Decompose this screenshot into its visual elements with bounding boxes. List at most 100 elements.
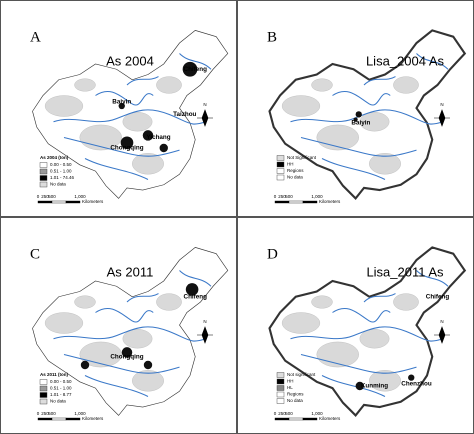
river [290, 109, 443, 125]
legend-title: As 2011 (ton) [40, 372, 69, 377]
city-label: Chongqing [110, 145, 143, 152]
legend-swatch [39, 162, 48, 168]
region-patch [44, 95, 84, 117]
hotspot [159, 143, 168, 153]
scale-bar [288, 200, 304, 204]
hotspot [118, 102, 125, 110]
north-arrow [197, 326, 213, 344]
scale-label: 0 [37, 194, 40, 199]
legend-label: 1.01 - 8.77 [50, 392, 72, 397]
hotspot [80, 360, 90, 370]
legend-swatch [39, 379, 48, 385]
legend-label: Not Significant [287, 155, 317, 160]
scale-bar [302, 200, 318, 204]
legend-swatch [276, 174, 285, 181]
panel-letter: B [267, 29, 277, 45]
panel-letter: A [30, 29, 41, 45]
panel: Chifeng Kunming Chenzhou D Lisa_2011 As Not s… [237, 217, 474, 434]
scale-label: 0 [37, 411, 40, 416]
north-label: N [440, 319, 443, 324]
river [84, 158, 149, 180]
river [416, 53, 449, 70]
panel-letter: D [267, 246, 278, 262]
panel: Baiyin B Lisa_2004 As Not Significant HHRegi… [237, 0, 474, 217]
hotspot [121, 347, 133, 358]
legend-label: No data [50, 182, 66, 187]
river [321, 375, 386, 397]
scale-label: 250 [41, 194, 49, 199]
scale-label: 250 [278, 411, 286, 416]
scale-label: 1,000 [311, 194, 323, 199]
legend-label: HH [287, 162, 294, 167]
panel: Chifeng Chongqing C As 2011 As 2011 (ton) 0.0… [0, 217, 237, 434]
scale-bar [51, 417, 67, 421]
river [363, 293, 396, 303]
region-patch [74, 78, 96, 92]
river [332, 307, 391, 323]
scale-bar [37, 200, 53, 204]
legend-label: HH [287, 379, 294, 384]
river [53, 326, 206, 342]
region-patch [281, 95, 321, 117]
legend-swatch [276, 168, 285, 174]
panel-title: Lisa_2011 As [366, 264, 444, 279]
city-label: Taizhou [173, 111, 196, 118]
hotspot [185, 283, 199, 296]
legend-label: No data [287, 398, 303, 403]
city-label: Chongqing [110, 353, 143, 360]
scale-unit: Kilometers [82, 416, 104, 421]
north-label: N [203, 102, 206, 107]
scale-bar [37, 417, 53, 421]
region-patch [156, 293, 182, 311]
legend-swatch [276, 161, 285, 168]
legend-label: 0.00 - 0.50 [50, 379, 72, 384]
scale-unit: Kilometers [319, 199, 341, 204]
legend-label: 1.01 - 74.46 [50, 175, 75, 180]
river [63, 136, 180, 157]
map: Chifeng Chongqing [32, 247, 229, 416]
north-label: N [203, 319, 206, 324]
north-arrow [434, 109, 450, 127]
scale-bar [65, 200, 81, 204]
city-label: Kunming [361, 383, 388, 390]
scale-bar [51, 200, 67, 204]
region-patch [132, 153, 164, 175]
region-patch [359, 112, 390, 132]
legend-swatch [39, 181, 48, 188]
panel-title: Lisa_2004 As [366, 53, 445, 68]
scale-label: 250 [278, 194, 286, 199]
scale-label: 500 [285, 411, 293, 416]
scale-bar [274, 200, 290, 204]
north-label: N [440, 102, 443, 107]
scale-unit: Kilometers [319, 416, 341, 421]
panel-title: As 2011 [107, 264, 154, 279]
legend-label: Regions [287, 392, 304, 397]
legend-swatch [39, 398, 48, 405]
city-label: Chifeng [184, 293, 208, 300]
legend-label: No data [50, 399, 66, 404]
scale-bar [302, 417, 318, 421]
map: Baiyin [268, 29, 467, 200]
region-patch [122, 112, 153, 132]
river [416, 270, 449, 287]
legend-swatch [276, 385, 285, 391]
river [300, 353, 417, 374]
river [290, 326, 443, 342]
city-label: Baiyin [112, 98, 131, 105]
scale-label: 500 [48, 411, 56, 416]
north-arrow [434, 326, 450, 344]
region-patch [393, 76, 419, 94]
hotspot [408, 374, 415, 381]
scale-label: 250 [41, 411, 49, 416]
scale-label: 1,000 [74, 194, 86, 199]
river [321, 158, 386, 180]
region-patch [122, 329, 153, 349]
city-label: Baiyin [351, 119, 370, 126]
city-label: Chenzhou [401, 381, 432, 388]
river [126, 76, 159, 86]
scale-bar [65, 417, 81, 421]
scale-label: 500 [285, 194, 293, 199]
scale-label: 1,000 [74, 411, 86, 416]
region-patch [369, 370, 401, 392]
